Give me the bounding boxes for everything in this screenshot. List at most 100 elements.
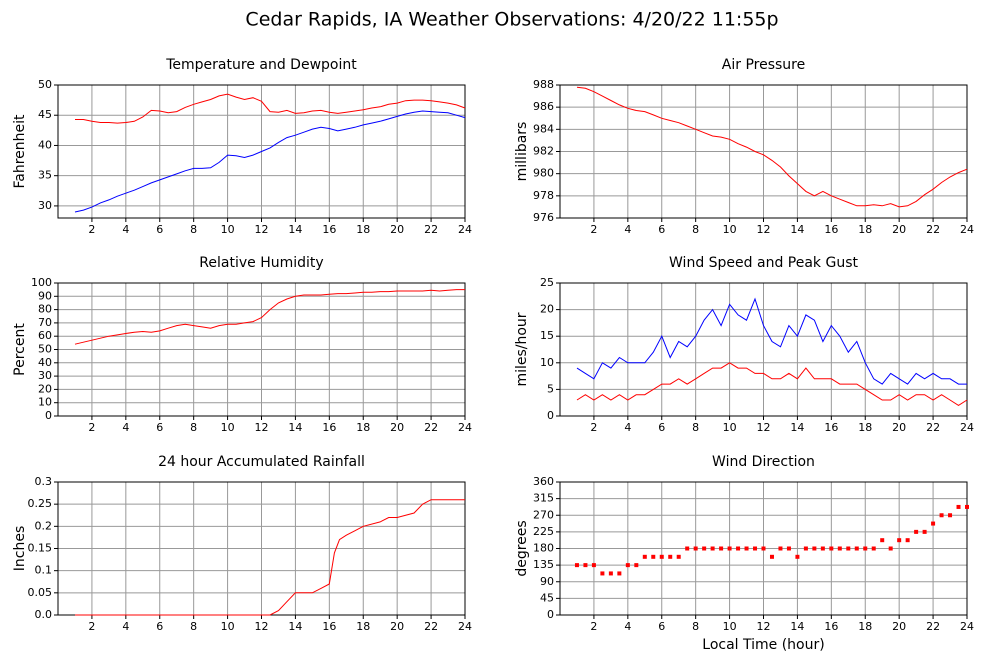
x-tick-label: 18 [356,620,370,633]
data-point [863,546,868,551]
y-tick-label: 45 [38,108,52,121]
x-tick-label: 22 [926,620,940,633]
x-tick-label: 4 [122,620,129,633]
panel-title: 24 hour Accumulated Rainfall [158,454,365,470]
data-point [608,571,613,576]
data-line [75,93,466,124]
x-tick-label: 4 [624,421,631,434]
x-tick-label: 20 [892,421,906,434]
y-tick-label: 40 [38,138,52,151]
x-tick-label: 12 [757,620,771,633]
y-tick-label: 0.15 [28,542,53,555]
data-point [803,546,808,551]
x-tick-label: 10 [221,421,235,434]
data-point [583,563,588,568]
x-tick-label: 12 [255,620,269,633]
x-tick-label: 12 [757,223,771,236]
x-tick-label: 18 [858,620,872,633]
panel-title: Relative Humidity [199,255,323,271]
x-tick-label: 2 [88,421,95,434]
x-tick-label: 24 [458,620,472,633]
data-point [965,504,969,509]
x-tick-label: 2 [590,421,597,434]
y-tick-label: 70 [38,316,52,329]
data-point [837,546,842,551]
data-line [576,362,968,406]
data-point [736,546,741,551]
y-tick-label: 982 [533,145,554,158]
panel-title: Wind Direction [712,454,815,470]
y-axis-label: millibars [514,122,530,182]
data-line [576,297,967,385]
x-tick-label: 20 [390,421,404,434]
y-axis-label: Fahrenheit [12,114,28,189]
data-point [897,538,902,543]
data-point [820,546,825,551]
x-tick-label: 14 [790,421,804,434]
data-point [956,504,961,509]
x-tick-label: 8 [692,620,699,633]
y-tick-label: 0 [45,409,52,422]
y-tick-label: 50 [38,78,52,91]
y-tick-label: 5 [547,382,554,395]
x-tick-label: 14 [288,421,302,434]
data-point [880,538,885,543]
y-axis-label: miles/hour [514,312,530,386]
data-point [795,554,800,559]
x-tick-label: 8 [190,223,197,236]
x-tick-label: 8 [190,620,197,633]
x-axis-label: Local Time (hour) [702,637,824,653]
y-tick-label: 0.05 [28,586,53,599]
y-tick-label: 984 [533,122,554,135]
x-tick-label: 18 [356,223,370,236]
y-tick-label: 0.2 [35,519,53,532]
y-tick-label: 20 [38,382,52,395]
data-point [642,554,647,559]
y-tick-label: 10 [540,356,554,369]
x-tick-label: 24 [960,620,974,633]
y-tick-label: 978 [533,189,554,202]
data-line [576,86,968,208]
data-point [778,546,783,551]
x-tick-label: 4 [122,223,129,236]
data-point [727,546,732,551]
x-tick-label: 6 [658,620,665,633]
y-tick-label: 20 [540,303,554,316]
data-point [651,554,656,559]
y-tick-label: 976 [533,211,554,224]
x-tick-label: 4 [624,620,631,633]
data-point [846,546,851,551]
x-tick-label: 24 [458,223,472,236]
y-tick-label: 986 [533,100,554,113]
plot-frame [559,84,968,219]
x-tick-label: 16 [322,421,336,434]
y-tick-label: 0.0 [35,608,53,621]
plot-frame [57,282,466,417]
panel-title: Temperature and Dewpoint [165,57,357,73]
y-axis-label: degrees [514,520,530,576]
data-point [693,546,698,551]
data-point [829,546,834,551]
x-tick-label: 12 [757,421,771,434]
y-tick-label: 90 [38,289,52,302]
data-point [761,546,766,551]
x-tick-label: 10 [221,620,235,633]
x-tick-label: 6 [658,421,665,434]
x-tick-label: 22 [926,421,940,434]
x-tick-label: 18 [356,421,370,434]
x-tick-label: 2 [88,223,95,236]
x-tick-label: 2 [590,620,597,633]
x-tick-label: 4 [122,421,129,434]
y-tick-label: 80 [38,303,52,316]
data-point [668,554,673,559]
x-tick-label: 24 [960,223,974,236]
plot-frame [559,481,968,616]
x-tick-label: 6 [156,223,163,236]
x-tick-label: 16 [824,223,838,236]
x-tick-label: 6 [156,421,163,434]
data-point [786,546,791,551]
data-point [600,571,605,576]
data-point [591,563,596,568]
data-point [574,563,579,568]
